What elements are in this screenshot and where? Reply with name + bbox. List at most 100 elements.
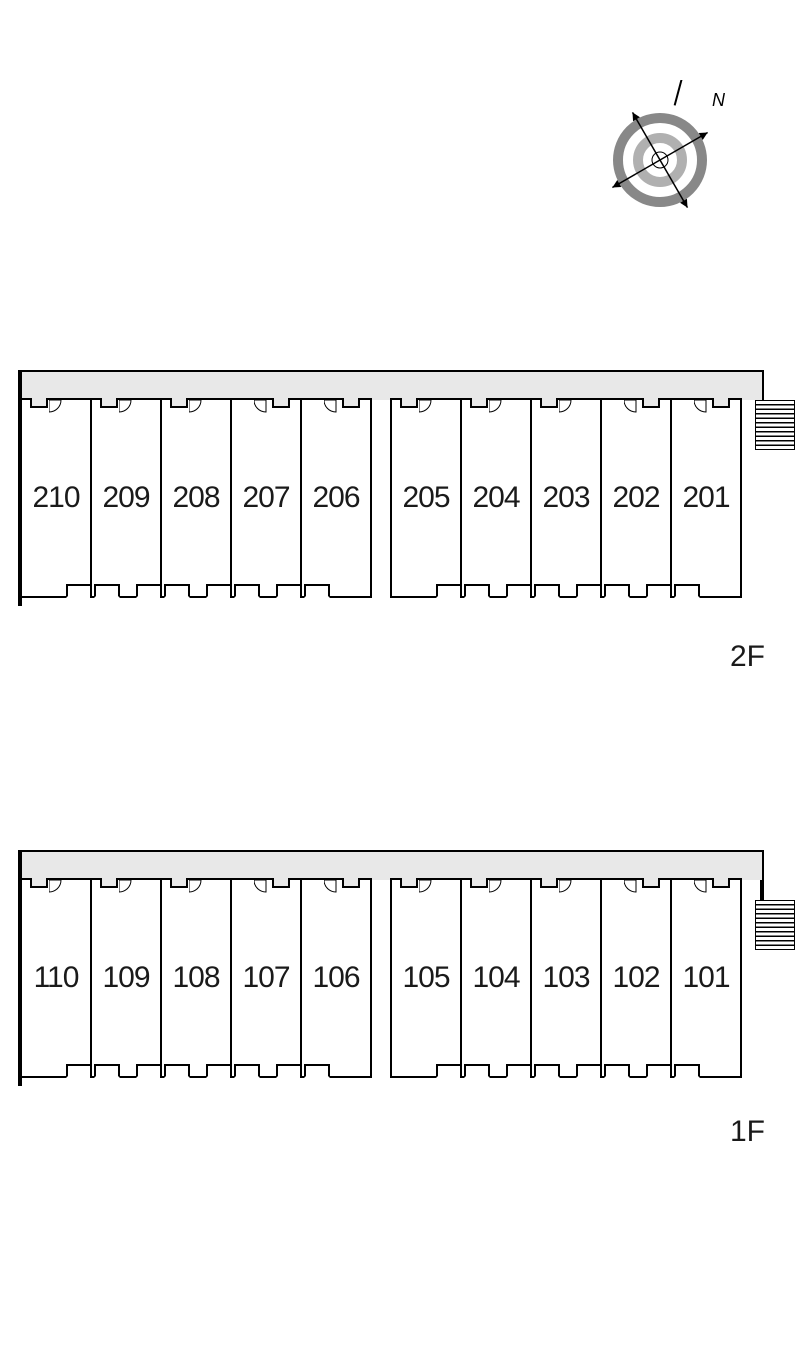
balcony-notch	[94, 584, 120, 598]
unit-105: 105	[390, 878, 462, 1078]
door-swing-icon	[694, 880, 708, 894]
unit-209: 209	[90, 398, 162, 598]
compass-icon: N	[590, 80, 750, 220]
compass-north-label: N	[712, 90, 726, 110]
balcony-notch	[436, 1064, 462, 1078]
unit-label: 201	[682, 481, 729, 515]
balcony-notch	[534, 1064, 560, 1078]
balcony-notch	[576, 1064, 602, 1078]
balcony-notch	[66, 1064, 92, 1078]
door-swing-icon	[119, 400, 133, 414]
unit-202: 202	[600, 398, 672, 598]
unit-label: 206	[312, 481, 359, 515]
door-icon	[712, 878, 730, 888]
door-icon	[272, 398, 290, 408]
unit-label: 210	[32, 481, 79, 515]
unit-group-2f-right: 205 204 203 202 201	[390, 398, 740, 598]
door-swing-icon	[559, 880, 573, 894]
door-icon	[30, 878, 48, 888]
door-swing-icon	[254, 880, 268, 894]
door-swing-icon	[419, 400, 433, 414]
unit-group-1f-left: 110 109 108 107 106	[20, 878, 370, 1078]
unit-205: 205	[390, 398, 462, 598]
unit-label: 107	[242, 961, 289, 995]
door-swing-icon	[489, 880, 503, 894]
balcony-notch	[604, 1064, 630, 1078]
door-icon	[642, 878, 660, 888]
door-swing-icon	[119, 880, 133, 894]
balcony-notch	[674, 584, 700, 598]
balcony-notch	[66, 584, 92, 598]
door-swing-icon	[49, 880, 63, 894]
unit-label: 207	[242, 481, 289, 515]
unit-label: 208	[172, 481, 219, 515]
door-icon	[400, 878, 418, 888]
unit-label: 103	[542, 961, 589, 995]
unit-label: 109	[102, 961, 149, 995]
balcony-notch	[206, 584, 232, 598]
unit-label: 106	[312, 961, 359, 995]
door-swing-icon	[189, 400, 203, 414]
door-swing-icon	[49, 400, 63, 414]
stairs-2f	[755, 400, 795, 450]
unit-label: 102	[612, 961, 659, 995]
unit-label: 204	[472, 481, 519, 515]
unit-107: 107	[230, 878, 302, 1078]
door-swing-icon	[489, 400, 503, 414]
door-icon	[642, 398, 660, 408]
unit-108: 108	[160, 878, 232, 1078]
door-icon	[400, 398, 418, 408]
balcony-notch	[234, 1064, 260, 1078]
balcony-notch	[576, 584, 602, 598]
unit-label: 110	[34, 961, 79, 995]
balcony-notch	[506, 584, 532, 598]
unit-102: 102	[600, 878, 672, 1078]
door-icon	[342, 878, 360, 888]
balcony-notch	[674, 1064, 700, 1078]
balcony-notch	[646, 584, 672, 598]
door-icon	[540, 878, 558, 888]
door-icon	[272, 878, 290, 888]
unit-201: 201	[670, 398, 742, 598]
unit-208: 208	[160, 398, 232, 598]
balcony-notch	[276, 584, 302, 598]
door-icon	[470, 878, 488, 888]
balcony-notch	[304, 584, 330, 598]
door-icon	[100, 878, 118, 888]
balcony-notch	[506, 1064, 532, 1078]
unit-206: 206	[300, 398, 372, 598]
unit-label: 209	[102, 481, 149, 515]
door-swing-icon	[324, 880, 338, 894]
corridor-1f	[20, 850, 764, 880]
unit-label: 104	[472, 961, 519, 995]
door-icon	[540, 398, 558, 408]
balcony-notch	[304, 1064, 330, 1078]
door-icon	[170, 878, 188, 888]
balcony-notch	[94, 1064, 120, 1078]
unit-109: 109	[90, 878, 162, 1078]
door-swing-icon	[624, 880, 638, 894]
unit-101: 101	[670, 878, 742, 1078]
unit-label: 108	[172, 961, 219, 995]
floor-label-1f: 1F	[730, 1115, 765, 1149]
unit-207: 207	[230, 398, 302, 598]
balcony-notch	[464, 1064, 490, 1078]
door-swing-icon	[189, 880, 203, 894]
unit-label: 203	[542, 481, 589, 515]
door-swing-icon	[419, 880, 433, 894]
door-swing-icon	[694, 400, 708, 414]
floor-label-2f: 2F	[730, 640, 765, 674]
door-icon	[342, 398, 360, 408]
unit-label: 105	[402, 961, 449, 995]
balcony-notch	[646, 1064, 672, 1078]
unit-label: 101	[682, 961, 729, 995]
balcony-notch	[534, 584, 560, 598]
balcony-notch	[276, 1064, 302, 1078]
door-icon	[470, 398, 488, 408]
balcony-notch	[234, 584, 260, 598]
door-swing-icon	[254, 400, 268, 414]
stairs-1f	[755, 900, 795, 950]
balcony-notch	[136, 1064, 162, 1078]
unit-group-2f-left: 210 209 208 207 206	[20, 398, 370, 598]
unit-label: 205	[402, 481, 449, 515]
